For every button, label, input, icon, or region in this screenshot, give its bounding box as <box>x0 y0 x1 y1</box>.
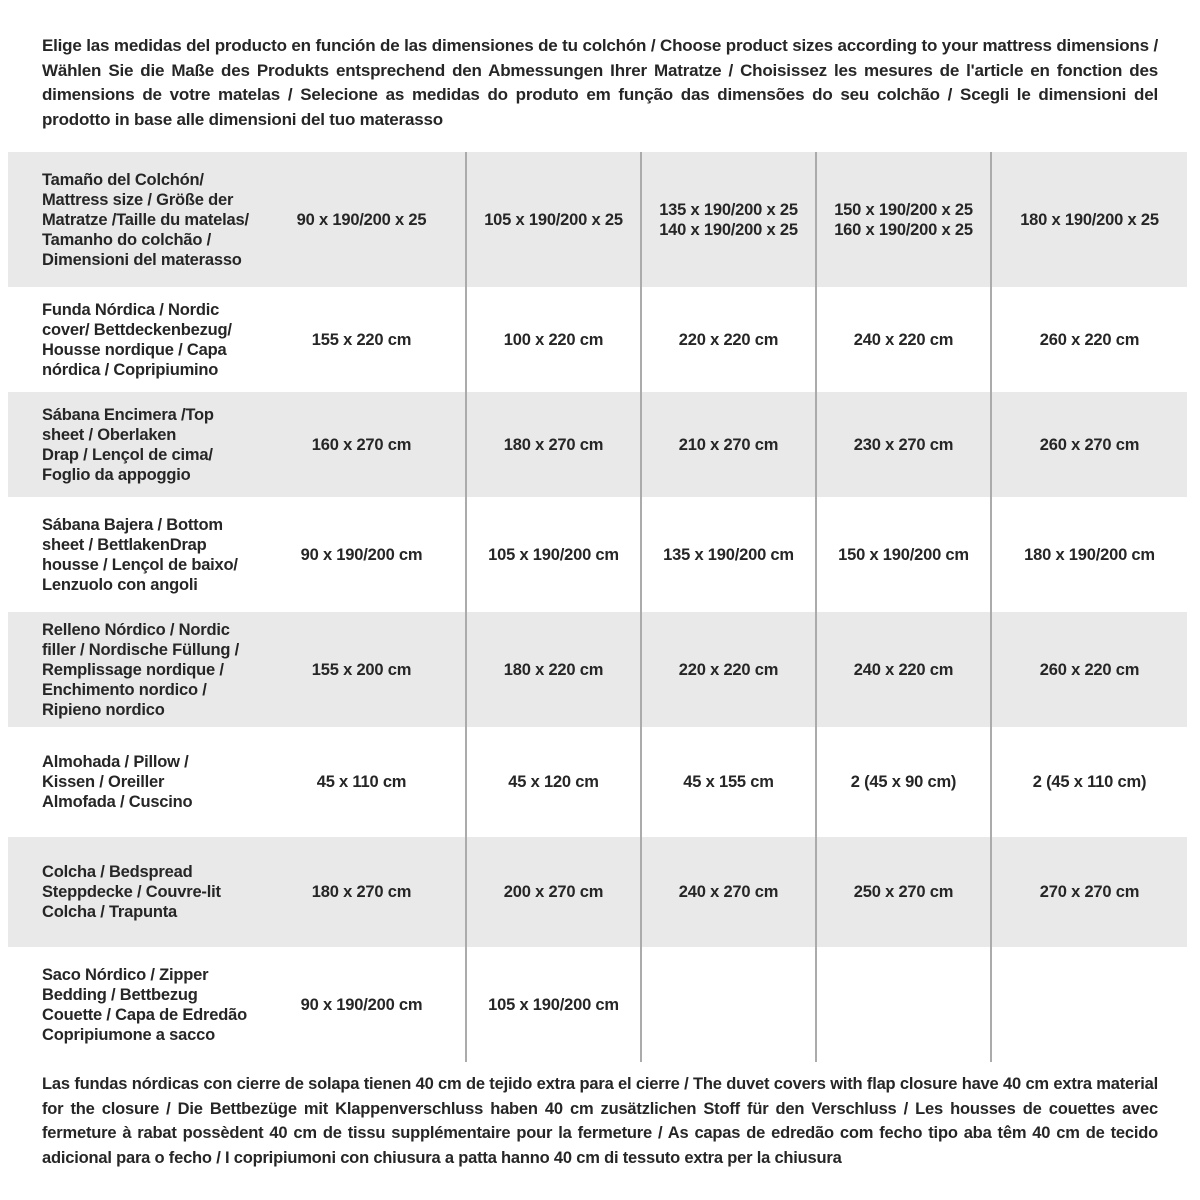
size-cell: 220 x 220 cm <box>640 612 815 727</box>
size-cell: 260 x 220 cm <box>990 612 1187 727</box>
size-cell: 105 x 190/200 cm <box>465 497 640 612</box>
size-cell: 220 x 220 cm <box>640 287 815 392</box>
size-cell: 2 (45 x 90 cm) <box>815 727 990 837</box>
size-cell: 180 x 220 cm <box>465 612 640 727</box>
size-cell: 270 x 270 cm <box>990 837 1187 947</box>
row-label: Almohada / Pillow / Kissen / Oreiller Al… <box>8 727 258 837</box>
size-cell: 105 x 190/200 x 25 <box>465 152 640 287</box>
size-cell: 240 x 270 cm <box>640 837 815 947</box>
size-cell: 250 x 270 cm <box>815 837 990 947</box>
size-cell: 230 x 270 cm <box>815 392 990 497</box>
row-label: Saco Nórdico / Zipper Bedding / Bettbezu… <box>8 947 258 1062</box>
size-cell: 260 x 220 cm <box>990 287 1187 392</box>
size-cell: 180 x 190/200 cm <box>990 497 1187 612</box>
row-label: Sábana Bajera / Bottom sheet / Bettlaken… <box>8 497 258 612</box>
size-cell: 45 x 155 cm <box>640 727 815 837</box>
size-cell: 240 x 220 cm <box>815 287 990 392</box>
size-cell: 155 x 200 cm <box>258 612 465 727</box>
size-cell: 45 x 110 cm <box>258 727 465 837</box>
row-label: Tamaño del Colchón/ Mattress size / Größ… <box>8 152 258 287</box>
size-cell: 180 x 190/200 x 25 <box>990 152 1187 287</box>
row-label: Colcha / Bedspread Steppdecke / Couvre-l… <box>8 837 258 947</box>
size-cell: 260 x 270 cm <box>990 392 1187 497</box>
size-cell: 45 x 120 cm <box>465 727 640 837</box>
size-cell: 240 x 220 cm <box>815 612 990 727</box>
size-cell: 150 x 190/200 x 25 160 x 190/200 x 25 <box>815 152 990 287</box>
intro-text: Elige las medidas del producto en funció… <box>42 36 1158 129</box>
row-label: Relleno Nórdico / Nordic filler / Nordis… <box>8 612 258 727</box>
size-cell: 105 x 190/200 cm <box>465 947 640 1062</box>
row-label: Sábana Encimera /Top sheet / Oberlaken D… <box>8 392 258 497</box>
row-label: Funda Nórdica / Nordic cover/ Bettdecken… <box>8 287 258 392</box>
size-cell: 210 x 270 cm <box>640 392 815 497</box>
size-cell <box>990 947 1187 1062</box>
size-cell: 2 (45 x 110 cm) <box>990 727 1187 837</box>
size-table: Tamaño del Colchón/ Mattress size / Größ… <box>8 152 1187 1062</box>
size-cell: 155 x 220 cm <box>258 287 465 392</box>
size-cell: 180 x 270 cm <box>258 837 465 947</box>
size-cell: 160 x 270 cm <box>258 392 465 497</box>
size-cell: 200 x 270 cm <box>465 837 640 947</box>
size-cell: 150 x 190/200 cm <box>815 497 990 612</box>
size-cell: 90 x 190/200 x 25 <box>258 152 465 287</box>
size-cell: 90 x 190/200 cm <box>258 947 465 1062</box>
size-cell: 135 x 190/200 cm <box>640 497 815 612</box>
footnote-text: Las fundas nórdicas con cierre de solapa… <box>42 1075 1158 1167</box>
size-cell: 100 x 220 cm <box>465 287 640 392</box>
size-cell <box>640 947 815 1062</box>
size-cell: 180 x 270 cm <box>465 392 640 497</box>
size-cell: 90 x 190/200 cm <box>258 497 465 612</box>
size-cell: 135 x 190/200 x 25 140 x 190/200 x 25 <box>640 152 815 287</box>
size-cell <box>815 947 990 1062</box>
